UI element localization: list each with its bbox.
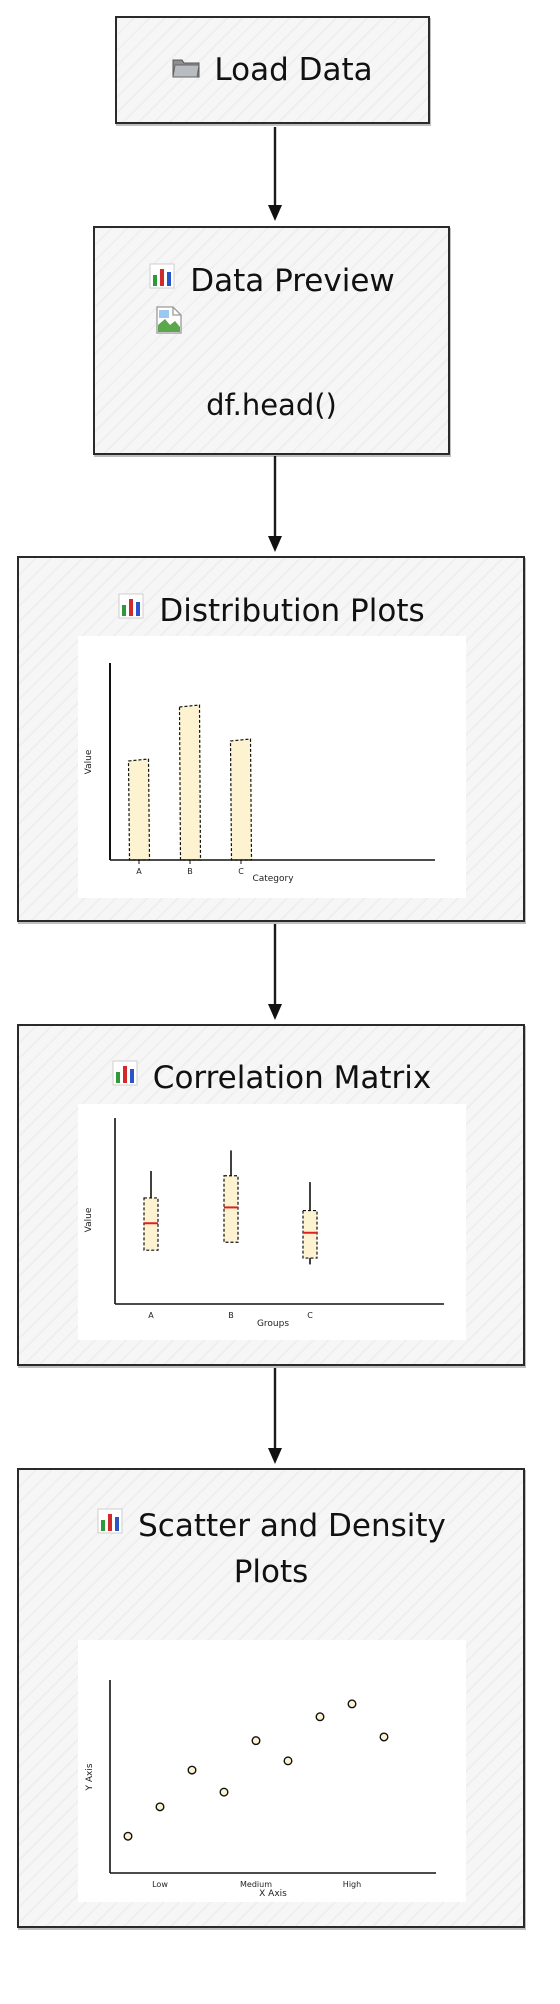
scatter-point	[219, 1787, 229, 1797]
scatter-chart-svg: Low Medium High X Axis Y Axis	[85, 1680, 436, 1899]
box-b	[223, 1150, 239, 1243]
x-tick-label-b: B	[187, 867, 193, 876]
distribution-x-label: Category	[252, 874, 294, 884]
node-data-preview-title: Data Preview	[190, 263, 395, 299]
x-tick-label-a: A	[148, 1311, 154, 1320]
node-correlation-title: Correlation Matrix	[152, 1060, 432, 1096]
node-correlation-matrix[interactable]: Correlation Matrix A B C Groups Value	[17, 1024, 525, 1366]
distribution-y-label: Value	[84, 749, 94, 774]
node-distribution-title: Distribution Plots	[159, 593, 425, 629]
bar-b	[178, 704, 202, 861]
scatter-point	[283, 1756, 293, 1766]
box-c	[302, 1182, 318, 1265]
correlation-chart: A B C Groups Value	[78, 1104, 466, 1340]
x-tick-label-high: High	[343, 1880, 361, 1889]
arrow-preview-to-distribution	[268, 456, 282, 552]
scatter-x-label: X Axis	[259, 1889, 287, 1899]
node-load-data-title: Load Data	[214, 52, 373, 88]
node-scatter-title-line1: Scatter and Density	[19, 1503, 523, 1551]
scatter-point	[123, 1831, 133, 1841]
node-correlation-title-row: Correlation Matrix	[19, 1055, 523, 1103]
node-scatter-title-line2: Plots	[233, 1554, 309, 1590]
scatter-point	[251, 1736, 261, 1746]
node-load-data-title-row: Load Data	[117, 47, 428, 95]
bar-chart-icon	[96, 1502, 124, 1548]
arrow-distribution-to-correlation	[268, 924, 282, 1020]
folder-icon	[172, 46, 200, 92]
bar-a	[127, 758, 151, 861]
box-body-b	[223, 1175, 239, 1243]
node-scatter-title-text-1: Scatter and Density	[138, 1508, 446, 1544]
node-distribution-title-row: Distribution Plots	[19, 588, 523, 636]
bar-chart-icon	[148, 257, 176, 303]
correlation-y-label: Value	[84, 1207, 94, 1232]
node-distribution-plots[interactable]: Distribution Plots A B C Category Value	[17, 556, 525, 922]
node-data-preview[interactable]: Data Preview df.head()	[93, 226, 450, 455]
x-tick-label-medium: Medium	[240, 1880, 272, 1889]
box-body-c	[302, 1209, 318, 1259]
arrow-correlation-to-scatter	[268, 1368, 282, 1464]
bar-chart-icon	[117, 587, 145, 633]
distribution-chart-svg: A B C Category Value	[84, 663, 435, 884]
x-tick-label-b: B	[228, 1311, 234, 1320]
x-tick-label-a: A	[136, 867, 142, 876]
node-data-preview-code: df.head()	[206, 388, 337, 422]
scatter-point	[347, 1699, 357, 1709]
distribution-chart: A B C Category Value	[78, 636, 466, 898]
scatter-chart: Low Medium High X Axis Y Axis	[78, 1640, 466, 1902]
bar-chart-icon	[111, 1054, 139, 1100]
arrow-load-to-preview	[268, 127, 282, 221]
scatter-y-label: Y Axis	[85, 1763, 95, 1791]
box-a	[143, 1171, 159, 1251]
correlation-chart-svg: A B C Groups Value	[84, 1118, 444, 1329]
scatter-point	[187, 1765, 197, 1775]
correlation-x-label: Groups	[257, 1319, 289, 1329]
node-load-data[interactable]: Load Data	[115, 16, 430, 124]
x-tick-label-low: Low	[152, 1880, 168, 1889]
scatter-point	[155, 1802, 165, 1812]
x-tick-label-c: C	[307, 1311, 313, 1320]
broken-image-icon	[155, 305, 183, 339]
bar-c	[229, 738, 253, 861]
node-data-preview-title-row: Data Preview	[95, 258, 448, 306]
scatter-point	[315, 1712, 325, 1722]
scatter-point	[379, 1732, 389, 1742]
node-scatter-density-plots[interactable]: Scatter and Density Plots Low Medium High …	[17, 1468, 525, 1928]
x-tick-label-c: C	[238, 867, 244, 876]
